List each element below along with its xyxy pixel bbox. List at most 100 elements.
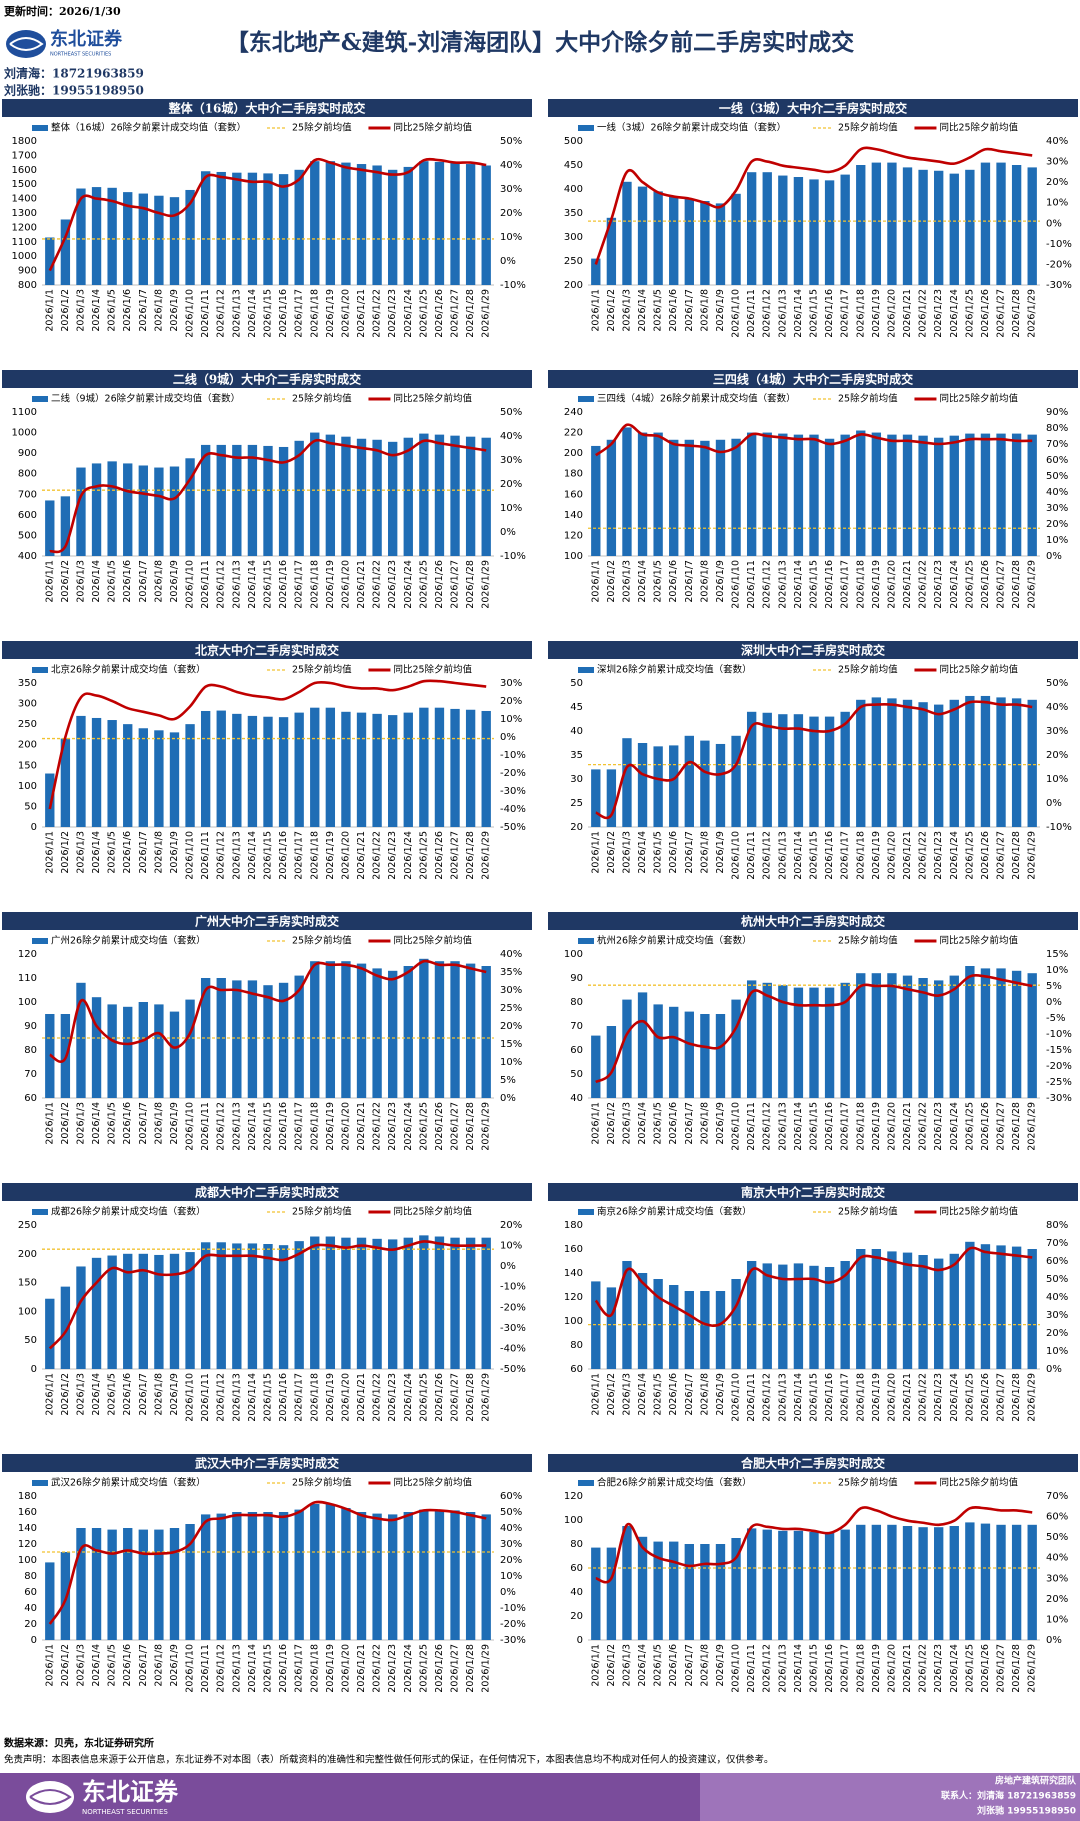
bar xyxy=(669,745,679,827)
x-tick-label: 2026/1/22 xyxy=(372,1102,383,1151)
bar xyxy=(123,724,133,827)
bar xyxy=(809,987,819,1098)
y2-tick-label: -20% xyxy=(500,1619,526,1630)
bar xyxy=(762,432,772,556)
y-tick-label: 900 xyxy=(18,448,37,459)
y-tick-label: 150 xyxy=(18,760,37,771)
line xyxy=(49,438,487,554)
chart-title: 三四线（4城）大中介二手房实时成交 xyxy=(713,372,913,387)
chart-title: 北京大中介二手房实时成交 xyxy=(195,643,339,658)
x-tick-label: 2026/1/4 xyxy=(91,289,102,332)
bar xyxy=(918,1255,928,1369)
bar xyxy=(372,165,382,285)
bar xyxy=(403,1512,413,1640)
y2-tick-label: 0% xyxy=(1046,997,1062,1008)
bar xyxy=(606,217,617,285)
bar xyxy=(809,1265,819,1369)
x-tick-label: 2026/1/22 xyxy=(372,289,383,338)
footer-skyline xyxy=(700,1773,1080,1821)
bar xyxy=(216,710,226,827)
bar xyxy=(700,1014,710,1098)
bar xyxy=(60,738,71,827)
bar xyxy=(778,1264,788,1369)
chart-title-bar xyxy=(2,912,532,930)
chart-title-bar xyxy=(2,370,532,388)
bar xyxy=(465,963,476,1098)
bar xyxy=(778,175,788,285)
x-tick-label: 2026/1/24 xyxy=(949,289,960,338)
x-tick-label: 2026/1/5 xyxy=(107,1373,118,1416)
x-tick-label: 2026/1/23 xyxy=(387,289,398,338)
bar xyxy=(591,769,601,827)
bar xyxy=(403,712,413,827)
bar xyxy=(684,1544,694,1640)
x-tick-label: 2026/1/26 xyxy=(980,1102,991,1151)
x-tick-label: 2026/1/14 xyxy=(793,560,804,609)
bar xyxy=(91,717,102,827)
bar xyxy=(606,1547,617,1640)
x-tick-label: 2026/1/18 xyxy=(309,1644,320,1693)
y-tick-label: 50 xyxy=(570,1069,583,1080)
y-tick-label: 0 xyxy=(31,822,37,833)
x-tick-label: 2026/1/16 xyxy=(824,1102,835,1151)
y2-tick-label: 80% xyxy=(1046,1220,1068,1231)
y2-tick-label: -15% xyxy=(1046,1045,1072,1056)
legend-label: 25除夕前均值 xyxy=(292,664,352,676)
x-tick-label: 2026/1/13 xyxy=(231,1373,242,1422)
bar xyxy=(294,1241,304,1369)
x-tick-label: 2026/1/17 xyxy=(840,831,851,880)
y-tick-label: 180 xyxy=(564,469,583,480)
y2-tick-label: -40% xyxy=(500,804,526,815)
x-tick-label: 2026/1/19 xyxy=(871,1644,882,1693)
bar xyxy=(247,980,258,1098)
x-tick-label: 2026/1/2 xyxy=(60,560,71,603)
bar xyxy=(450,708,460,827)
bar xyxy=(325,161,336,285)
bar xyxy=(700,1291,710,1369)
x-tick-label: 2026/1/17 xyxy=(294,1102,305,1151)
bar xyxy=(263,716,273,827)
bar xyxy=(185,1252,195,1369)
y2-tick-label: -30% xyxy=(500,1635,526,1646)
x-tick-label: 2026/1/27 xyxy=(996,560,1007,609)
contact: 刘张驰：19955198950 xyxy=(4,83,144,98)
x-tick-label: 2026/1/11 xyxy=(746,1373,757,1422)
x-tick-label: 2026/1/27 xyxy=(450,1644,461,1693)
bar xyxy=(388,441,398,556)
y-tick-label: 60 xyxy=(24,1093,37,1104)
y-tick-label: 120 xyxy=(564,1491,583,1502)
bar xyxy=(1027,167,1037,285)
x-tick-label: 2026/1/26 xyxy=(980,560,991,609)
y-tick-label: 25 xyxy=(570,798,583,809)
bar xyxy=(403,166,413,285)
y-tick-label: 900 xyxy=(18,266,37,277)
x-tick-label: 2026/1/19 xyxy=(871,831,882,880)
x-tick-label: 2026/1/6 xyxy=(668,1102,679,1145)
y2-tick-label: 40% xyxy=(1046,487,1068,498)
y2-tick-label: 20% xyxy=(500,1021,522,1032)
bar xyxy=(949,975,959,1098)
bar xyxy=(372,713,382,827)
bar xyxy=(138,1529,148,1640)
x-tick-label: 2026/1/20 xyxy=(340,1102,351,1151)
bar xyxy=(684,1011,694,1098)
bar xyxy=(434,434,445,556)
bar xyxy=(715,1014,726,1098)
bar xyxy=(434,961,445,1098)
x-tick-label: 2026/1/3 xyxy=(75,289,86,332)
x-tick-label: 2026/1/21 xyxy=(356,831,367,880)
bar xyxy=(715,1544,726,1640)
y2-tick-label: 30% xyxy=(1046,1573,1068,1584)
x-tick-label: 2026/1/21 xyxy=(902,831,913,880)
x-tick-label: 2026/1/11 xyxy=(746,560,757,609)
x-tick-label: 2026/1/29 xyxy=(1027,831,1038,880)
legend-label: 三四线（4城）26除夕前累计成交均值（套数） xyxy=(597,393,796,405)
chart-title-bar xyxy=(2,99,532,117)
legend-swatch xyxy=(32,1209,48,1215)
x-tick-label: 2026/1/4 xyxy=(91,1644,102,1687)
y-tick-label: 100 xyxy=(564,551,583,562)
y-tick-label: 40 xyxy=(570,1093,583,1104)
x-tick-label: 2026/1/16 xyxy=(278,1644,289,1693)
bar xyxy=(949,435,959,556)
